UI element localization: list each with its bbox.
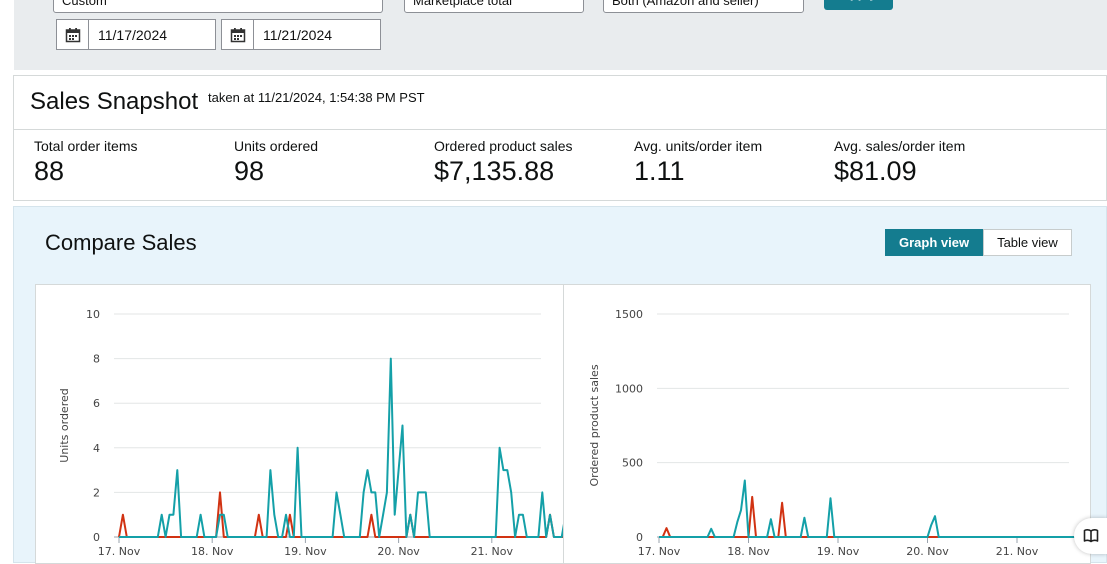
metric-label: Avg. sales/order item: [834, 138, 966, 154]
y-tick-label: 1500: [615, 308, 643, 321]
y-tick-label: 2: [93, 486, 100, 499]
x-tick-label: 17. Nov: [638, 545, 681, 558]
y-axis-label: Units ordered: [58, 388, 71, 462]
y-tick-label: 0: [93, 531, 100, 544]
series-line-comparison: [659, 495, 1090, 538]
units-ordered-chart-panel: 0 2 4 6 8 10 17. Nov 18. Nov 19. Nov 20. Nov 21. N…: [35, 284, 564, 564]
units-ordered-chart: 0 2 4 6 8 10 17. Nov 18. Nov 19. Nov 20. Nov 21. N…: [58, 308, 563, 558]
metric-total-order-items: Total order items 88: [34, 138, 137, 187]
book-icon: [1083, 529, 1098, 543]
view-toggle: Graph view Table view: [885, 229, 1072, 256]
snapshot-header: Sales Snapshot taken at 11/21/2024, 1:54…: [14, 76, 1106, 130]
series-line-today: [119, 357, 563, 538]
date-range-dropdown[interactable]: Custom: [53, 0, 383, 13]
metric-value: 88: [34, 156, 65, 186]
metric-avg-units-per-order-item: Avg. units/order item 1.11: [634, 138, 762, 187]
metric-avg-sales-per-order-item: Avg. sales/order item $81.09: [834, 138, 965, 187]
x-tick-label: 21. Nov: [471, 545, 514, 558]
filter-bar: Custom Marketplace total Both (Amazon an…: [14, 0, 1107, 70]
compare-sales-title: Compare Sales: [45, 230, 197, 255]
snapshot-timestamp: taken at 11/21/2024, 1:54:38 PM PST: [208, 90, 425, 105]
calendar-icon[interactable]: [57, 20, 89, 49]
end-date-field[interactable]: 11/21/2024: [221, 19, 381, 50]
table-view-button[interactable]: Table view: [983, 229, 1072, 256]
x-tick-label: 21. Nov: [996, 545, 1039, 558]
metric-label: Total order items: [34, 138, 138, 154]
metric-ordered-product-sales: Ordered product sales $7,135.88: [434, 138, 573, 187]
metric-label: Units ordered: [234, 138, 319, 154]
y-tick-label: 500: [622, 457, 643, 470]
x-tick-label: 17. Nov: [98, 545, 141, 558]
series-line-today: [659, 479, 1090, 538]
x-tick-label: 18. Nov: [727, 545, 770, 558]
sales-chart-panel: 0 500 1000 1500 17. Nov 18. Nov 19. Nov 20. Nov…: [563, 284, 1091, 564]
x-tick-label: 18. Nov: [191, 545, 234, 558]
help-panel-button[interactable]: [1074, 518, 1107, 554]
x-tick-label: 19. Nov: [284, 545, 327, 558]
y-tick-label: 8: [93, 353, 100, 366]
fulfillment-dropdown[interactable]: Both (Amazon and seller): [603, 0, 804, 13]
graph-view-button[interactable]: Graph view: [885, 229, 984, 256]
metric-units-ordered: Units ordered 98: [234, 138, 318, 187]
metric-value: $7,135.88: [434, 156, 555, 186]
start-date-value[interactable]: 11/17/2024: [98, 26, 168, 43]
y-tick-label: 1000: [615, 382, 643, 395]
ordered-product-sales-chart: 0 500 1000 1500 17. Nov 18. Nov 19. Nov 20. Nov…: [588, 308, 1090, 558]
y-tick-label: 4: [93, 442, 100, 455]
metric-label: Avg. units/order item: [634, 138, 763, 154]
x-tick-label: 19. Nov: [817, 545, 860, 558]
metric-value: 1.11: [634, 156, 685, 186]
metric-value: 98: [234, 156, 265, 186]
metric-label: Ordered product sales: [434, 138, 573, 154]
apply-button[interactable]: Apply: [824, 0, 893, 10]
start-date-field[interactable]: 11/17/2024: [56, 19, 216, 50]
y-axis-label: Ordered product sales: [588, 364, 601, 486]
marketplace-dropdown[interactable]: Marketplace total: [404, 0, 584, 13]
sales-snapshot-panel: Sales Snapshot taken at 11/21/2024, 1:54…: [13, 75, 1107, 201]
calendar-icon[interactable]: [222, 20, 254, 49]
compare-sales-panel: Compare Sales Graph view Table view 0 2 4 6…: [13, 206, 1107, 564]
x-tick-label: 20. Nov: [906, 545, 949, 558]
y-tick-label: 10: [86, 308, 100, 321]
snapshot-title: Sales Snapshot: [30, 88, 199, 115]
y-tick-label: 6: [93, 397, 100, 410]
x-tick-label: 20. Nov: [377, 545, 420, 558]
y-tick-label: 0: [636, 531, 643, 544]
end-date-value[interactable]: 11/21/2024: [263, 26, 333, 43]
metric-value: $81.09: [834, 156, 917, 186]
